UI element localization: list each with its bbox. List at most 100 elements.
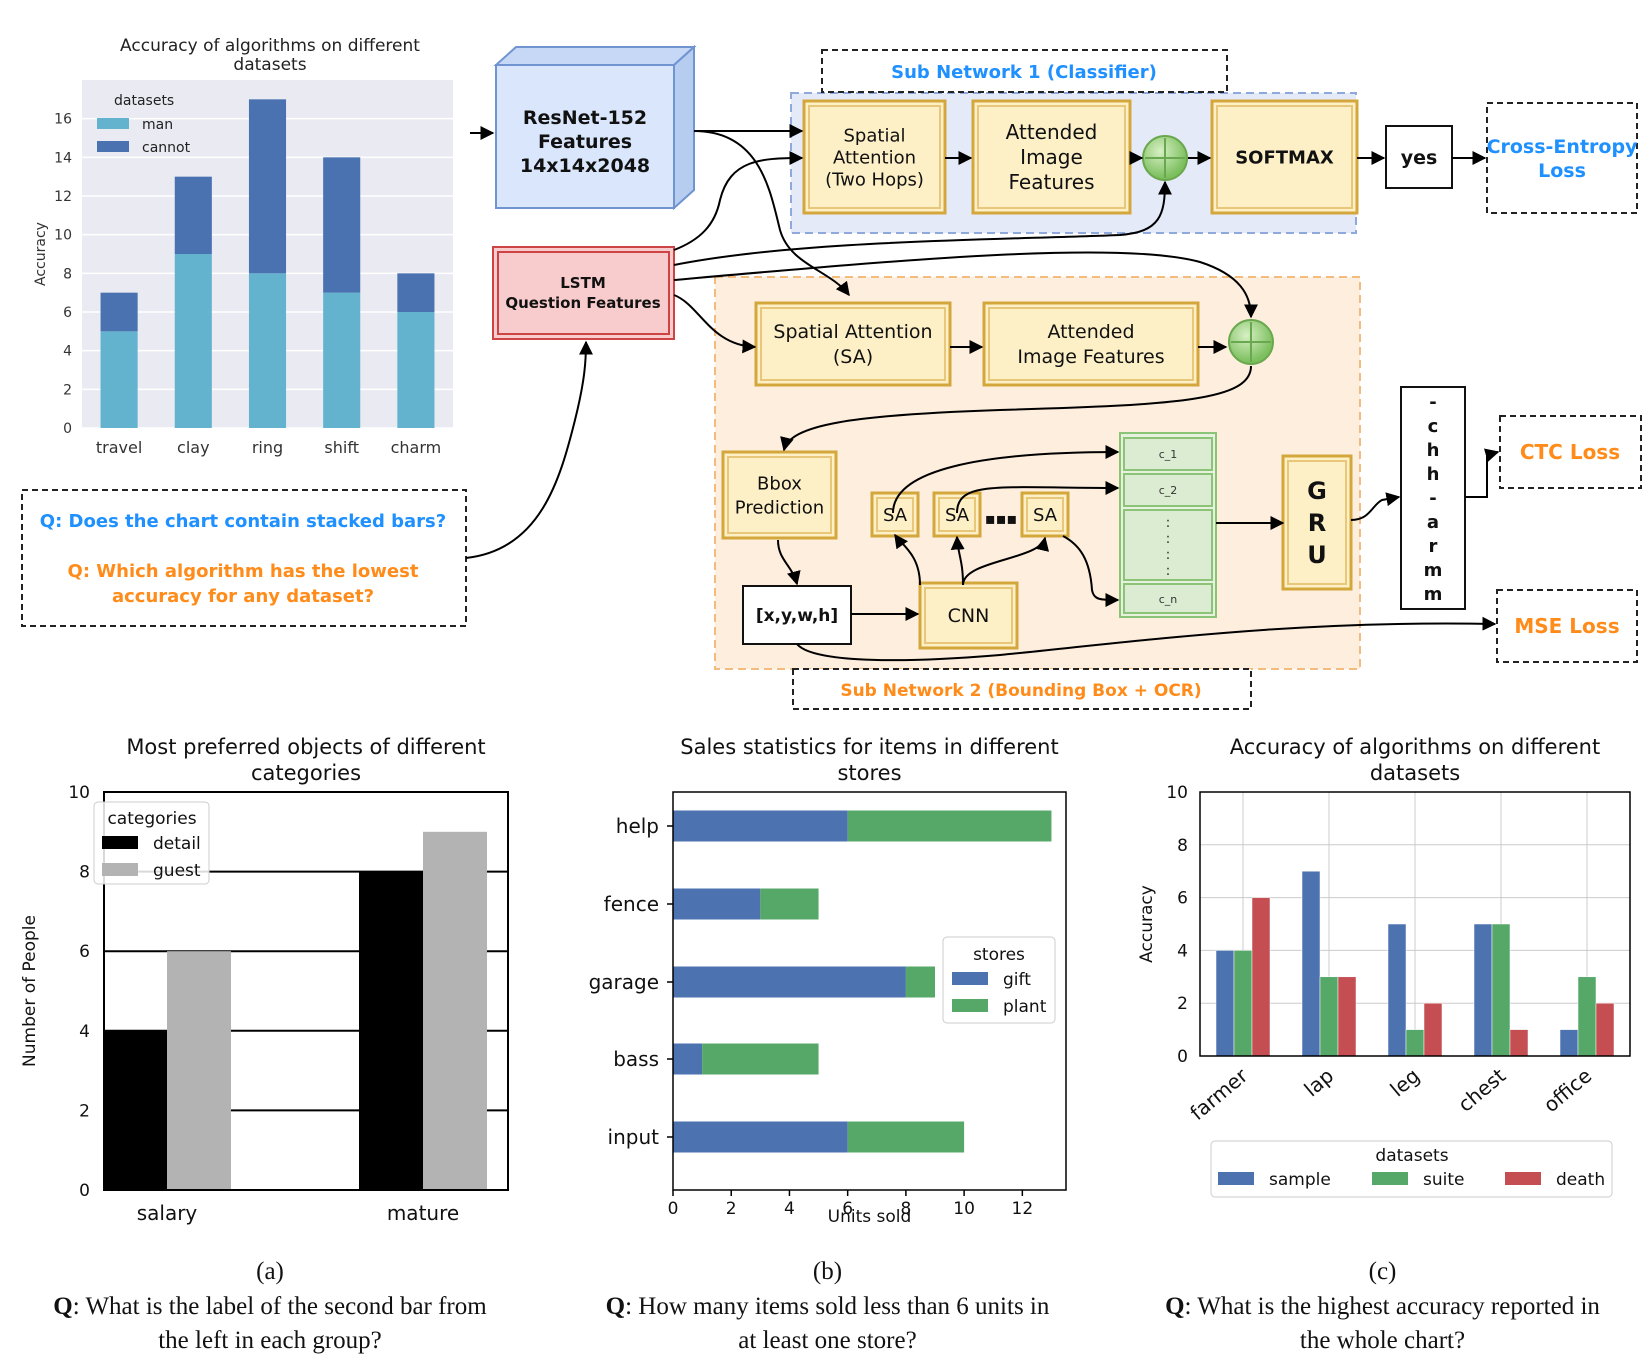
top-chart-y-tick: 0: [63, 421, 72, 437]
plus-node-1: [1142, 135, 1188, 181]
top-chart-y-tick: 4: [63, 344, 72, 360]
sa-block-2: SA: [932, 491, 982, 538]
chart-b-x-tick: 6: [842, 1199, 853, 1219]
chart-a-title-line2: categories: [251, 761, 361, 785]
top-chart-bar-man: [174, 254, 212, 428]
chart-c-y-axis-label: Accuracy: [1137, 885, 1157, 963]
chart-a-y-tick: 4: [79, 1022, 90, 1042]
chart-b-y-tick: input: [608, 1125, 660, 1149]
top-chart-y-tick: 10: [54, 228, 72, 244]
chart-c-bar-sample: [1387, 923, 1407, 1057]
cell-dots: :: [1166, 515, 1171, 531]
chart-a-frame: [103, 791, 509, 1191]
cell-c1: c_1: [1159, 448, 1178, 461]
ocr-char: h: [1427, 464, 1440, 485]
question-2-line-1: Q: Which algorithm has the lowest: [68, 561, 419, 582]
chart-a-bar-guest: [167, 951, 231, 1190]
chart-b-horizontal-stacked-bars: Sales statistics for items in differents…: [589, 735, 1067, 1227]
mse-loss-text: MSE Loss: [1514, 614, 1619, 638]
mse-loss-box: [1496, 589, 1638, 663]
spatial-attention-sa: Spatial Attention (SA): [754, 301, 952, 387]
chart-c-bar-death: [1595, 1002, 1615, 1057]
chart-b-x-tick: 10: [953, 1199, 975, 1219]
chart-a-legend-label: detail: [153, 834, 201, 854]
bbox-coords-text: [x,y,w,h]: [756, 606, 838, 626]
caption-b-question: Q: How many items sold less than 6 units…: [555, 1290, 1100, 1358]
chart-b-bar-plant: [760, 888, 819, 920]
bbox-coords-box: [742, 585, 852, 645]
ctc-loss-text: CTC Loss: [1520, 440, 1620, 464]
caption-b-label: (b): [812, 1258, 843, 1285]
chart-c-bar-sample: [1301, 870, 1321, 1057]
spatial-attention-two-hops-label: (Two Hops): [825, 169, 924, 190]
bbox-prediction-block-label: Prediction: [735, 497, 824, 518]
top-chart-bar-man: [323, 292, 361, 428]
chart-c-x-tick: leg: [1385, 1063, 1424, 1101]
chart-c-x-tick: office: [1539, 1063, 1596, 1117]
chart-a-bar-guest: [423, 831, 487, 1190]
chart-c-y-tick: 10: [1166, 783, 1188, 803]
chart-a-y-tick: 8: [79, 863, 90, 883]
caption-c-q-prefix: Q: [1165, 1293, 1185, 1320]
chart-c-y-tick: 6: [1177, 889, 1188, 909]
lstm-line-2: Question Features: [505, 294, 660, 312]
chart-a-grouped-bars: Most preferred objects of differentcateg…: [20, 735, 509, 1225]
chart-b-bar-plant: [702, 1043, 819, 1075]
chart-c-legend-label: sample: [1269, 1170, 1331, 1190]
chart-c-x-tick: lap: [1299, 1063, 1338, 1101]
chart-a-y-axis-label: Number of People: [20, 915, 40, 1067]
subnetwork-2-label-box: [792, 668, 1252, 710]
chart-c-y-tick: 4: [1177, 941, 1188, 961]
top-stacked-bar-chart: Accuracy of algorithms on different data…: [33, 36, 453, 457]
chart-c-x-tick: chest: [1453, 1063, 1510, 1116]
chart-c-legend-label: suite: [1423, 1170, 1464, 1190]
caption-a-question-line-1: : What is the label of the second bar fr…: [72, 1293, 487, 1320]
chart-c-bar-death: [1509, 1029, 1529, 1057]
chart-b-x-tick: 8: [900, 1199, 911, 1219]
chart-b-title-line2: stores: [837, 761, 901, 785]
chart-c-legend-label: death: [1556, 1170, 1605, 1190]
attended-image-features-1-label: Attended: [1006, 120, 1098, 144]
chart-c-bar-sample: [1559, 1029, 1579, 1057]
chart-a-y-tick: 6: [79, 942, 90, 962]
gru-block-label: G: [1307, 477, 1327, 505]
caption-c-label: (c): [1368, 1258, 1397, 1285]
lstm-question-features-block: LSTM Question Features: [492, 246, 675, 340]
top-chart-title-line1: Accuracy of algorithms on different: [120, 36, 420, 56]
spatial-attention-two-hops-label: Spatial: [844, 125, 906, 146]
feature-cells-stack: c_1 c_2 : : : : c_n: [1119, 432, 1217, 618]
top-chart-bar-man: [248, 273, 287, 428]
chart-c-bar-death: [1337, 976, 1357, 1057]
spatial-attention-sa-label: (SA): [833, 346, 873, 368]
chart-b-x-tick: 0: [668, 1199, 679, 1219]
chart-c-x-tick: farmer: [1185, 1063, 1252, 1125]
top-chart-x-tick: travel: [96, 438, 142, 457]
top-chart-x-tick: clay: [177, 438, 210, 457]
attended-image-features-2: Attended Image Features: [982, 301, 1200, 387]
chart-b-x-tick: 4: [784, 1199, 795, 1219]
top-chart-bar-man: [100, 331, 138, 428]
chart-a-y-tick: 2: [79, 1101, 90, 1121]
caption-c-question: Q: What is the highest accuracy reported…: [1115, 1290, 1650, 1358]
chart-b-legend-swatch: [952, 999, 988, 1012]
gru-block-label: U: [1307, 541, 1327, 569]
chart-a-x-tick: mature: [387, 1201, 459, 1225]
caption-b-q-prefix: Q: [605, 1293, 626, 1320]
chart-a-legend-title: categories: [107, 809, 196, 829]
top-chart-y-tick: 2: [63, 382, 72, 398]
cell-cn: c_n: [1159, 593, 1178, 606]
softmax-block-label: SOFTMAX: [1235, 147, 1334, 168]
top-chart-y-axis-label: Accuracy: [33, 222, 49, 286]
cell-c2: c_2: [1159, 484, 1178, 497]
bbox-prediction-block: Bbox Prediction: [721, 450, 838, 540]
top-chart-bar-cannot: [100, 292, 138, 332]
softmax-block: SOFTMAX: [1210, 99, 1359, 215]
subnetwork-2-label: Sub Network 2 (Bounding Box + OCR): [840, 681, 1201, 701]
chart-b-title-line1: Sales statistics for items in different: [680, 735, 1058, 759]
chart-b-legend-title: stores: [973, 945, 1025, 965]
top-chart-bar-cannot: [397, 273, 435, 312]
caption-c-question-line-1: : What is the highest accuracy reported …: [1184, 1293, 1600, 1320]
chart-a-x-tick: salary: [137, 1201, 198, 1225]
chart-c-title-line2: datasets: [1370, 761, 1460, 785]
gru-block-label: R: [1308, 509, 1326, 537]
